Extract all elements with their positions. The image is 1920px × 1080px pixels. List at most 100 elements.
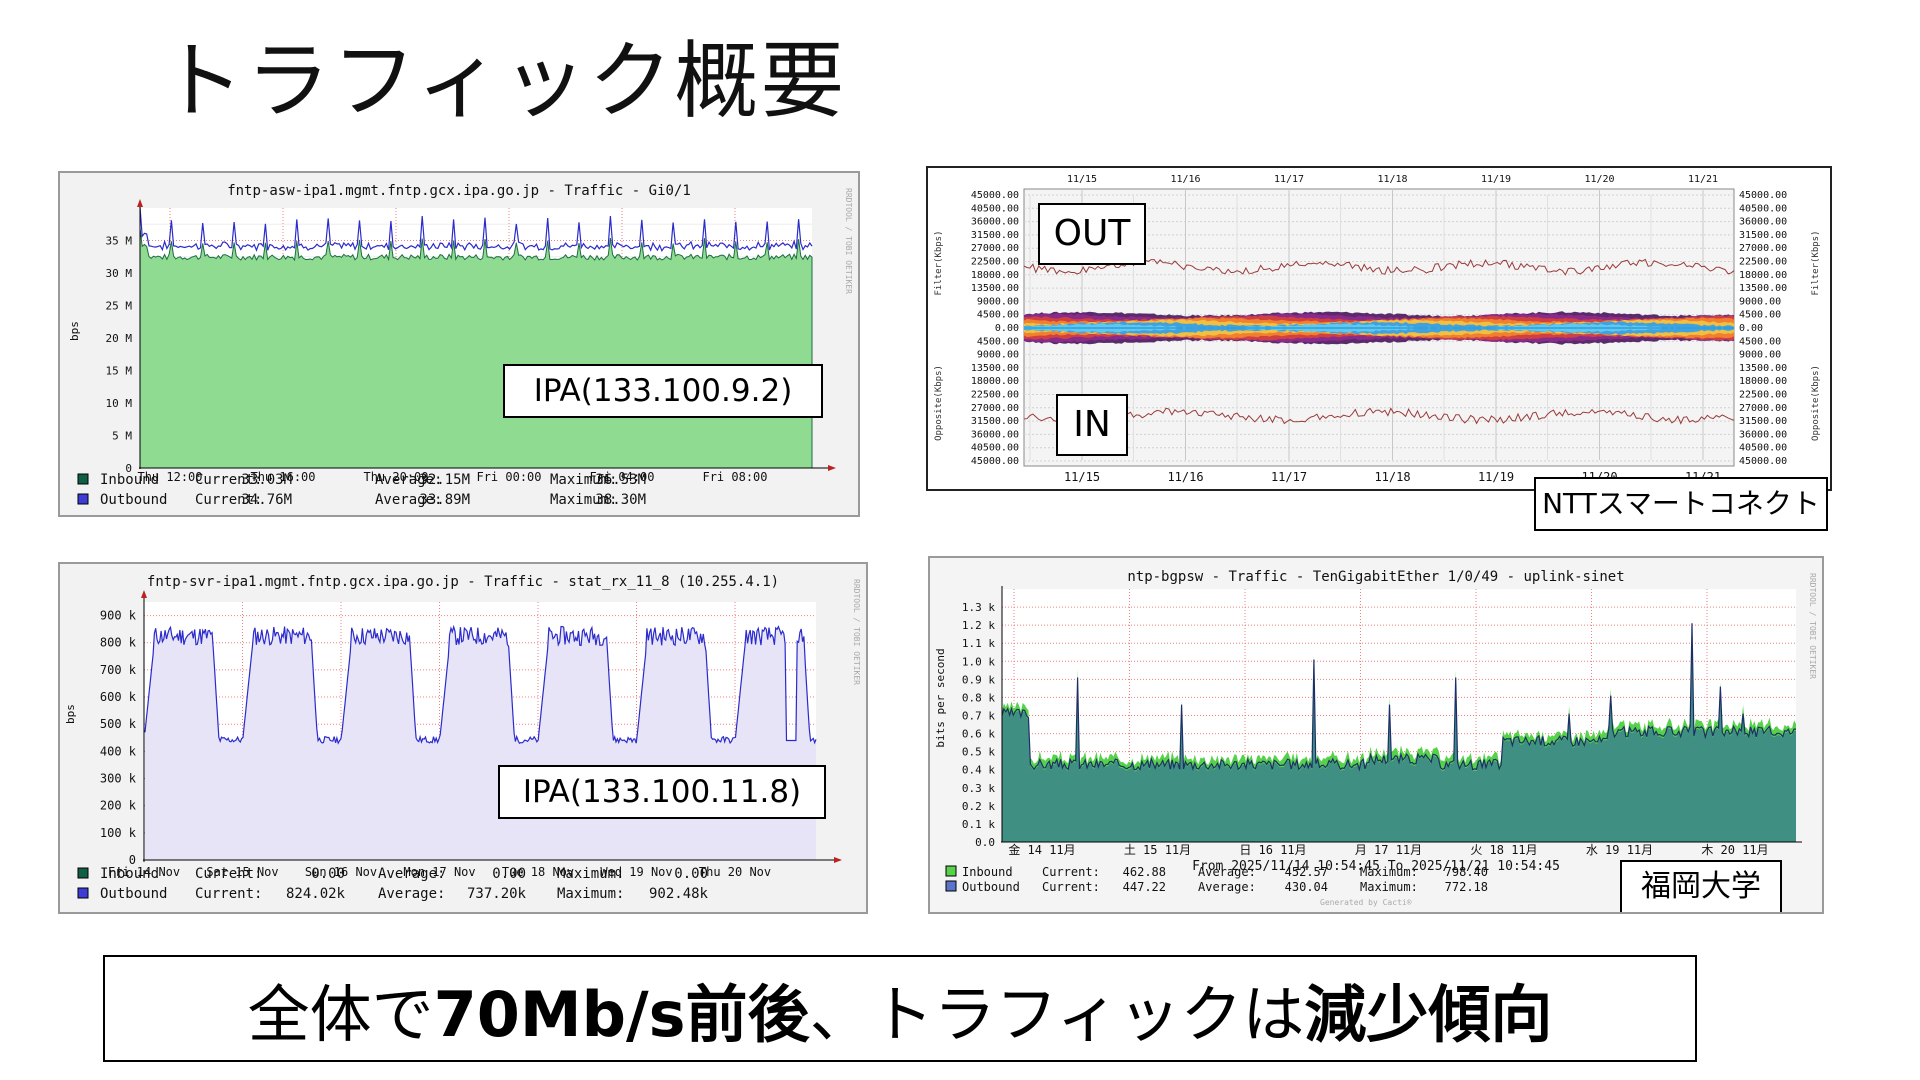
y-tick-label-left: 45000.00 <box>971 190 1019 201</box>
legend-inbound-current: 0.00 <box>311 866 345 882</box>
y-tick-label-right: 27000.00 <box>1739 243 1787 254</box>
y-tick-label-left: 4500.00 <box>977 310 1019 321</box>
x-tick-label: 火 18 11月 <box>1470 843 1537 857</box>
watermark: RRDTOOL / TOBI OETIKER <box>852 579 861 685</box>
y-tick-label-left: 31500.00 <box>971 230 1019 241</box>
x-tick-label: 金 14 11月 <box>1008 842 1075 857</box>
y-tick-label-right: 9000.00 <box>1739 350 1781 361</box>
x-tick-label: Thu 12:00 <box>137 470 202 484</box>
y-tick-label: 0.3 k <box>962 782 995 795</box>
x-tick-labels: Fri 14 Nov Sat 15 Nov Sun 16 Nov Mon 17 Nov… <box>108 865 771 879</box>
y-tick-label: 800 k <box>100 636 137 650</box>
outbound-line <box>139 206 813 252</box>
y-tick-label-left: 22500.00 <box>971 257 1019 268</box>
watermark: RRDTOOL / TOBI OETIKER <box>1808 573 1817 679</box>
y-tick-label-left: 45000.00 <box>971 456 1019 467</box>
y-tick-label-right: 22500.00 <box>1739 390 1787 401</box>
slide-title: トラフィック概要 <box>160 32 847 130</box>
legend-maximum-label: Maximum: <box>557 866 624 882</box>
y-tick-label: 400 k <box>100 744 137 758</box>
legend-average-label: Average: <box>375 472 442 488</box>
y-axis-label-left-top: Filter(Kbps) <box>934 230 944 295</box>
x-tick-label: 日 16 11月 <box>1239 843 1306 857</box>
y-tick-label: 20 M <box>106 332 133 345</box>
x-tick-label: Thu 16:00 <box>250 470 315 484</box>
inbound-swatch <box>77 473 89 485</box>
inbound-area <box>139 227 813 469</box>
x-tick-labels: 金 14 11月 土 15 11月 日 16 11月 月 17 11月 火 18 11月… <box>1008 842 1768 857</box>
x-tick-labels: Thu 12:00 Thu 16:00 Thu 20:00 Fri 00:00 Fri … <box>137 470 767 484</box>
y-tick-label-left: 9000.00 <box>977 296 1019 307</box>
date-label-top: 11/15 <box>1067 174 1097 185</box>
legend-inbound-average: 32.15M <box>419 472 470 488</box>
y-tick-label-right: 13500.00 <box>1739 363 1787 374</box>
legend-inbound-name: Inbound <box>962 865 1013 879</box>
legend-outbound-maximum: 902.48k <box>649 886 709 902</box>
y-tick-label-left: 36000.00 <box>971 429 1019 440</box>
y-tick-label-right: 4500.00 <box>1739 310 1781 321</box>
legend-outbound-current: 447.22 <box>1123 880 1166 894</box>
y-tick-label-left: 27000.00 <box>971 243 1019 254</box>
x-tick-label: Fri 14 Nov <box>108 865 180 879</box>
y-tick-label-left: 40500.00 <box>971 443 1019 454</box>
y-axis-label-left-bottom: Opposite(Kbps) <box>934 365 944 441</box>
y-tick-label-left: 18000.00 <box>971 270 1019 281</box>
y-axis-label-right-top: Filter(Kbps) <box>1811 230 1821 295</box>
legend-outbound-average: 737.20k <box>467 886 527 902</box>
legend-inbound-current: 33.03M <box>241 472 292 488</box>
legend-inbound-maximum: 0.00 <box>674 866 708 882</box>
watermark: RRDTOOL / TOBI OETIKER <box>844 188 853 294</box>
inbound-swatch <box>945 865 957 877</box>
y-tick-label-left: 9000.00 <box>977 350 1019 361</box>
x-tick-label: Wed 19 Nov <box>600 865 672 879</box>
outbound-swatch <box>77 887 89 899</box>
legend-maximum-label: Maximum: <box>557 886 624 902</box>
y-tick-label-right: 18000.00 <box>1739 376 1787 387</box>
chart-title: ntp-bgpsw - Traffic - TenGigabitEther 1/… <box>1127 569 1624 585</box>
legend-outbound-maximum: 772.18 <box>1445 880 1488 894</box>
date-label-top: 11/17 <box>1274 174 1304 185</box>
y-tick-label: 0.7 k <box>962 710 995 723</box>
y-tick-labels: 45000.00 45000.00 40500.00 40500.00 36000.00… <box>971 190 1787 467</box>
date-label-top: 11/21 <box>1688 174 1718 185</box>
date-label-top: 11/16 <box>1170 174 1200 185</box>
legend-outbound-maximum: 38.30M <box>595 492 646 508</box>
y-tick-labels: 0 100 k 200 k 300 k 400 k 500 k 600 k 700 k 800 … <box>100 609 137 867</box>
summary-text-2: 、トラフィックは <box>809 977 1305 1051</box>
y-tick-label: 700 k <box>100 663 137 677</box>
y-tick-label-right: 13500.00 <box>1739 283 1787 294</box>
y-tick-label: 1.0 k <box>962 655 995 668</box>
y-tick-label: 0.0 <box>975 836 995 849</box>
date-labels-top: 11/15 11/16 11/17 11/18 11/19 11/20 11/21 <box>1067 174 1718 185</box>
outbound-swatch <box>77 493 89 505</box>
chart-fukuoka: ntp-bgpsw - Traffic - TenGigabitEther 1/… <box>928 556 1824 914</box>
y-axis-label: bps <box>64 704 77 724</box>
y-axis-label: bits per second <box>934 648 947 747</box>
out-label: OUT <box>1038 203 1146 265</box>
y-axis-label-right-bottom: Opposite(Kbps) <box>1811 365 1821 441</box>
x-tick-label: Thu 20 Nov <box>699 865 771 879</box>
y-tick-label-left: 18000.00 <box>971 376 1019 387</box>
y-tick-labels: 0 5 M 10 M 15 M 20 M 25 M 30 M 35 M <box>106 235 133 476</box>
legend-maximum-label: Maximum: <box>1360 880 1418 894</box>
y-tick-label: 0.1 k <box>962 818 995 831</box>
legend-outbound-average: 430.04 <box>1285 880 1328 894</box>
x-tick-label: Fri 00:00 <box>476 470 541 484</box>
chart-ipa-gi01-svg: fntp-asw-ipa1.mgmt.fntp.gcx.ipa.go.jp - … <box>68 183 853 508</box>
y-axis-label: bps <box>68 321 81 341</box>
chart-ipa-stat-rx-svg: fntp-svr-ipa1.mgmt.fntp.gcx.ipa.go.jp - … <box>64 574 861 902</box>
badge-fukuoka: 福岡大学 <box>1620 860 1782 912</box>
y-tick-label-left: 27000.00 <box>971 403 1019 414</box>
badge-ipa-9-2: IPA(133.100.9.2) <box>503 364 823 418</box>
y-tick-label-left: 36000.00 <box>971 217 1019 228</box>
y-tick-label: 600 k <box>100 690 137 704</box>
y-tick-label-right: 22500.00 <box>1739 257 1787 268</box>
x-tick-label: 木 20 11月 <box>1701 843 1768 857</box>
summary-box: 全体で 70Mb/s前後 、トラフィックは 減少傾向 <box>103 955 1697 1062</box>
y-tick-label-left: 4500.00 <box>977 336 1019 347</box>
y-tick-label: 1.2 k <box>962 619 995 632</box>
legend-inbound-maximum: 798.40 <box>1445 865 1488 879</box>
y-tick-label: 5 M <box>112 430 132 443</box>
y-tick-label-left: 13500.00 <box>971 363 1019 374</box>
legend-outbound-name: Outbound <box>100 886 167 902</box>
